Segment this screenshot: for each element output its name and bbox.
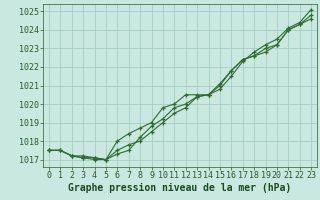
X-axis label: Graphe pression niveau de la mer (hPa): Graphe pression niveau de la mer (hPa) bbox=[68, 183, 292, 193]
